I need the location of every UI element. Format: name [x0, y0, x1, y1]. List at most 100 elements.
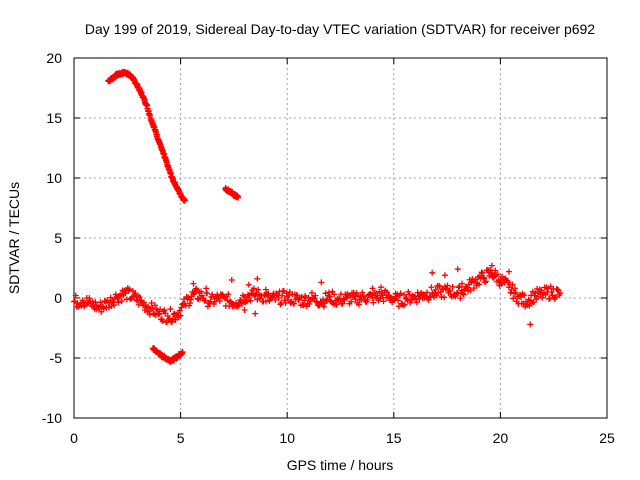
point-main-band	[454, 290, 461, 297]
point-main-band	[509, 281, 516, 288]
point-main-band	[449, 283, 456, 290]
point-main-band	[169, 318, 176, 325]
point-main-band	[359, 289, 366, 296]
data-points	[71, 68, 564, 365]
point-main-band	[488, 270, 495, 277]
point-main-band	[86, 295, 93, 302]
point-main-band	[352, 296, 359, 303]
point-main-band	[320, 303, 327, 310]
point-main-band	[416, 296, 423, 303]
point-scatter-spikes	[241, 307, 248, 313]
point-main-band	[360, 293, 367, 300]
point-main-band	[285, 292, 292, 299]
point-main-band	[476, 281, 483, 288]
axis-ticks: 0 5 10 15 20 25 -10 -5 0 5 10 15 20	[42, 50, 615, 446]
point-main-band	[552, 293, 559, 300]
point-main-band	[325, 289, 332, 296]
point-main-band	[413, 299, 420, 306]
point-main-band	[517, 293, 524, 300]
point-main-band	[512, 289, 519, 296]
point-main-band	[115, 299, 122, 306]
point-main-band	[460, 291, 467, 298]
point-main-band	[72, 292, 79, 299]
point-main-band	[306, 300, 313, 307]
point-main-band	[272, 296, 279, 303]
point-main-band	[539, 294, 546, 301]
point-main-band	[312, 292, 319, 299]
point-main-band	[447, 287, 454, 294]
point-main-band	[190, 291, 197, 298]
point-main-band	[428, 284, 435, 291]
point-main-band	[521, 292, 528, 299]
point-main-band	[340, 295, 347, 302]
point-main-band	[364, 296, 371, 303]
point-main-band	[479, 269, 486, 276]
point-scatter-spikes	[459, 280, 466, 287]
point-main-band	[424, 289, 431, 296]
point-main-band	[412, 293, 419, 300]
point-main-band	[308, 289, 315, 296]
point-scatter-spikes	[527, 321, 534, 328]
point-main-band	[244, 298, 251, 305]
point-main-band	[546, 295, 553, 302]
point-main-band	[111, 302, 118, 309]
point-main-band	[133, 296, 140, 303]
point-scatter-spikes	[505, 268, 512, 275]
point-main-band	[250, 285, 257, 292]
point-main-band	[397, 290, 404, 297]
point-main-band	[193, 286, 200, 293]
point-main-band	[507, 289, 514, 296]
x-tick-label: 25	[599, 430, 615, 446]
point-main-band	[279, 292, 286, 299]
point-main-band	[161, 307, 168, 314]
point-main-band	[148, 299, 155, 306]
point-main-band	[527, 297, 534, 304]
point-main-band	[508, 286, 515, 293]
point-main-band	[444, 282, 451, 289]
point-main-band	[167, 306, 174, 313]
point-main-band	[216, 297, 223, 304]
point-main-band	[247, 297, 254, 304]
x-axis-label: GPS time / hours	[287, 457, 394, 473]
point-main-band	[348, 298, 355, 305]
point-main-band	[380, 298, 387, 305]
point-main-band	[176, 307, 183, 314]
point-main-band	[333, 301, 340, 308]
point-main-band	[331, 291, 338, 298]
point-main-band	[406, 291, 413, 298]
point-main-band	[370, 299, 377, 306]
point-main-band	[488, 269, 495, 276]
point-main-band	[225, 291, 232, 298]
point-main-band	[482, 279, 489, 286]
point-main-band	[464, 284, 471, 291]
chart-title: Day 199 of 2019, Sidereal Day-to-day VTE…	[85, 21, 595, 37]
point-main-band	[275, 295, 282, 301]
x-tick-label: 20	[493, 430, 509, 446]
point-main-band	[377, 295, 384, 302]
point-main-band	[435, 282, 442, 289]
point-scatter-spikes	[429, 269, 436, 276]
x-tick-label: 15	[386, 430, 402, 446]
point-main-band	[298, 293, 305, 300]
point-main-band	[255, 286, 262, 293]
point-main-band	[136, 294, 143, 301]
point-main-band	[178, 304, 185, 311]
point-main-band	[492, 267, 499, 274]
point-main-band	[401, 291, 408, 298]
point-scatter-spikes	[369, 285, 376, 292]
point-main-band	[118, 298, 125, 305]
point-main-band	[339, 300, 346, 307]
point-main-band	[157, 306, 164, 313]
grid	[74, 58, 607, 418]
point-main-band	[155, 311, 162, 318]
point-main-band	[241, 293, 248, 300]
point-main-band	[285, 296, 292, 303]
point-main-band	[187, 296, 194, 303]
point-main-band	[110, 299, 117, 306]
x-tick-label: 0	[70, 430, 78, 446]
point-main-band	[126, 286, 133, 293]
point-upper-arc	[181, 197, 188, 204]
point-main-band	[355, 301, 362, 308]
point-main-band	[202, 297, 209, 304]
